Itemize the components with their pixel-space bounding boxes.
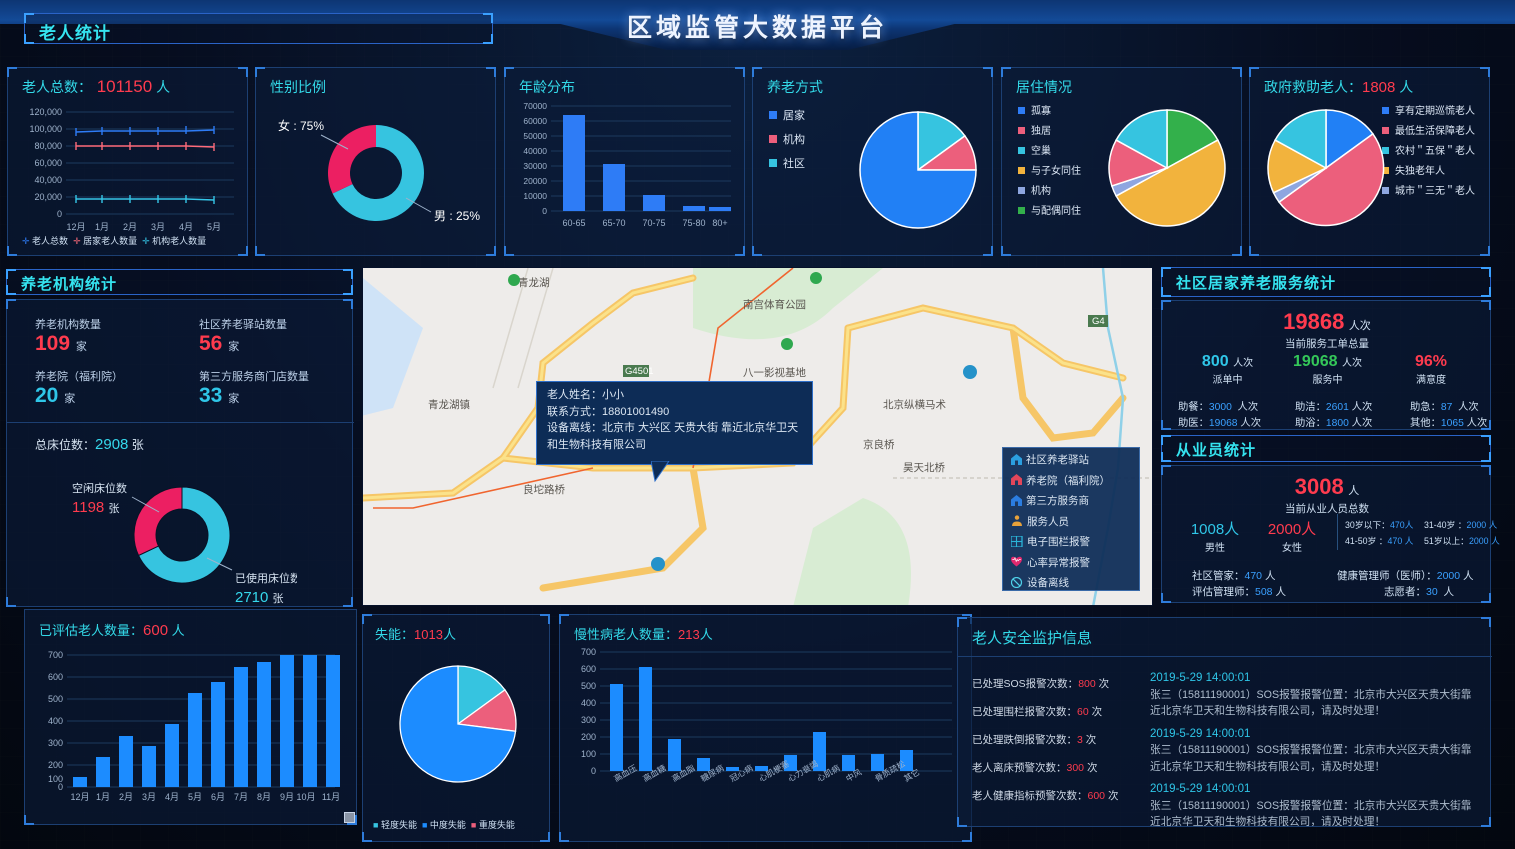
svg-text:9月: 9月: [280, 792, 294, 802]
svg-text:100: 100: [581, 749, 596, 759]
svg-text:600: 600: [581, 664, 596, 674]
svg-text:3月: 3月: [151, 222, 165, 232]
svg-text:昊天北桥: 昊天北桥: [903, 462, 945, 474]
svg-text:2月: 2月: [119, 792, 133, 802]
svg-text:2710 张: 2710 张: [235, 589, 284, 606]
svg-text:60000: 60000: [523, 116, 547, 126]
svg-text:2月: 2月: [123, 222, 137, 232]
svg-text:70000: 70000: [523, 101, 547, 111]
svg-text:50000: 50000: [523, 131, 547, 141]
svg-text:12月: 12月: [66, 222, 85, 232]
svg-text:20000: 20000: [523, 176, 547, 186]
svg-text:5月: 5月: [188, 792, 202, 802]
svg-text:空闲床位数: 空闲床位数: [72, 481, 127, 495]
svg-text:30000: 30000: [523, 161, 547, 171]
svg-text:60,000: 60,000: [34, 158, 62, 168]
svg-text:南宫体育公园: 南宫体育公园: [743, 298, 806, 311]
svg-text:120,000: 120,000: [29, 107, 62, 117]
svg-text:女 : 75%: 女 : 75%: [278, 118, 324, 133]
svg-text:500: 500: [48, 694, 63, 704]
svg-text:京良桥: 京良桥: [863, 438, 895, 451]
svg-text:600: 600: [48, 672, 63, 682]
svg-text:200: 200: [581, 732, 596, 742]
svg-text:40000: 40000: [523, 146, 547, 156]
svg-text:0: 0: [542, 206, 547, 216]
svg-text:400: 400: [48, 716, 63, 726]
svg-text:300: 300: [581, 715, 596, 725]
svg-text:0: 0: [57, 209, 62, 219]
svg-text:80,000: 80,000: [34, 141, 62, 151]
svg-text:1198 张: 1198 张: [72, 499, 119, 516]
svg-text:八一影视基地: 八一影视基地: [743, 366, 806, 379]
svg-text:G4: G4: [1092, 316, 1105, 327]
svg-text:65-70: 65-70: [602, 218, 625, 228]
svg-text:6月: 6月: [211, 792, 225, 802]
svg-text:1月: 1月: [95, 222, 109, 232]
svg-text:3月: 3月: [142, 792, 156, 802]
svg-text:300: 300: [48, 738, 63, 748]
svg-text:12月: 12月: [70, 792, 89, 802]
svg-text:70-75: 70-75: [642, 218, 665, 228]
svg-text:冠心病: 冠心病: [728, 763, 755, 784]
svg-text:0: 0: [58, 782, 63, 792]
svg-text:200: 200: [48, 760, 63, 770]
svg-text:40,000: 40,000: [34, 175, 62, 185]
svg-text:10000: 10000: [523, 191, 547, 201]
svg-text:10月: 10月: [296, 792, 315, 802]
svg-text:20,000: 20,000: [34, 192, 62, 202]
svg-text:良坨路桥: 良坨路桥: [523, 483, 565, 496]
svg-text:4月: 4月: [165, 792, 179, 802]
svg-text:1月: 1月: [96, 792, 110, 802]
svg-text:已使用床位数: 已使用床位数: [235, 571, 297, 585]
svg-text:11月: 11月: [322, 792, 340, 802]
svg-text:青龙湖: 青龙湖: [518, 276, 550, 289]
svg-text:G4501: G4501: [625, 366, 654, 377]
svg-text:北京纵横马术: 北京纵横马术: [883, 398, 946, 411]
svg-text:700: 700: [581, 647, 596, 657]
svg-text:5月: 5月: [207, 222, 221, 232]
svg-text:700: 700: [48, 650, 63, 660]
svg-text:60-65: 60-65: [562, 218, 585, 228]
svg-text:500: 500: [581, 681, 596, 691]
svg-text:8月: 8月: [257, 792, 271, 802]
svg-text:400: 400: [581, 698, 596, 708]
svg-text:青龙湖镇: 青龙湖镇: [428, 398, 470, 411]
svg-text:4月: 4月: [179, 222, 193, 232]
svg-text:0: 0: [591, 766, 596, 776]
svg-text:7月: 7月: [234, 792, 248, 802]
svg-text:100,000: 100,000: [29, 124, 62, 134]
svg-text:男 : 25%: 男 : 25%: [434, 209, 480, 223]
svg-text:75-80: 75-80: [682, 218, 705, 228]
svg-text:80+: 80+: [712, 218, 727, 228]
